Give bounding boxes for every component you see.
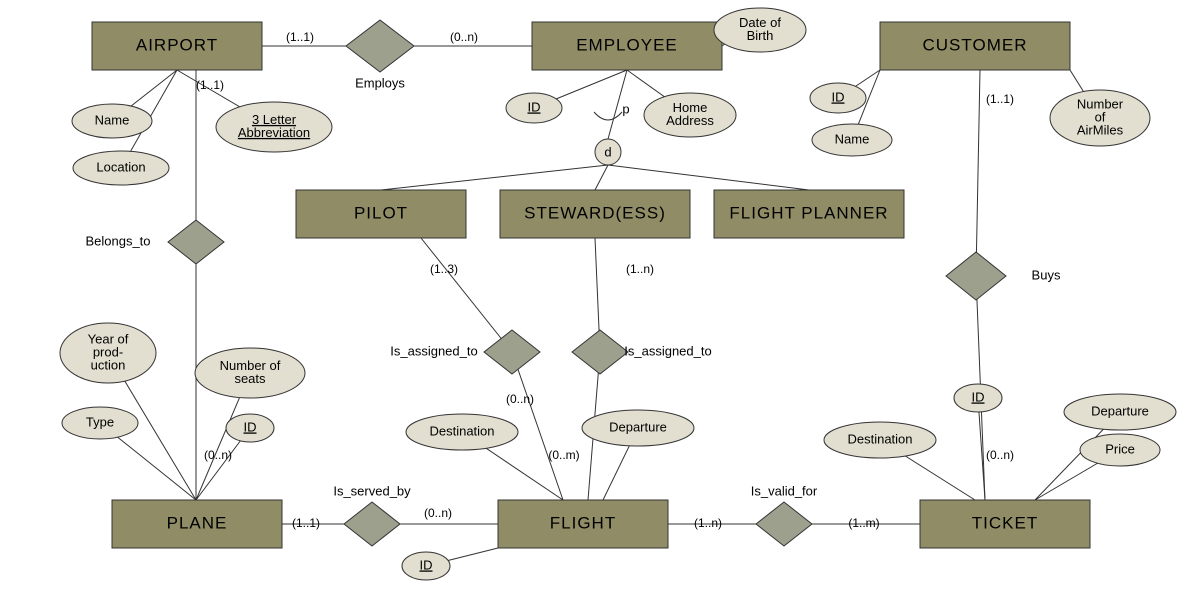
rel-is_served_by-label: Is_served_by — [333, 483, 411, 498]
attr-emp_home: HomeAddress — [644, 93, 736, 137]
attr-emp_dob: Date ofBirth — [714, 8, 806, 52]
attr-emp_id-label: ID — [528, 99, 541, 114]
rel-is_served_by: Is_served_by — [333, 483, 411, 546]
card-flight_assigned_p: (0..n) — [506, 392, 534, 406]
attr-airport_name-label: Name — [95, 112, 130, 127]
attr-flight_id: ID — [402, 552, 450, 580]
rel-belongs_to: Belongs_to — [85, 220, 224, 264]
attr-ticket_dest: Destination — [824, 422, 936, 458]
svg-text:AirMiles: AirMiles — [1077, 122, 1124, 137]
attr-airport_name: Name — [72, 104, 152, 138]
rel-is_valid_for-label: Is_valid_for — [751, 483, 818, 498]
rel-is_assigned_s-label: Is_assigned_to — [624, 343, 711, 358]
rel-employs-label: Employs — [355, 75, 405, 90]
attr-ticket_id: ID — [954, 384, 1002, 412]
card-employee_employs: (0..n) — [450, 30, 478, 44]
svg-text:seats: seats — [234, 371, 266, 386]
disjoint-p-label: p — [622, 101, 629, 116]
attr-flight_dest-label: Destination — [429, 423, 494, 438]
attr-flight_dep: Departure — [582, 410, 694, 446]
rel-employs: Employs — [346, 20, 414, 90]
attr-ticket_price-label: Price — [1105, 441, 1135, 456]
attr-airport_abbr: 3 LetterAbbreviation — [216, 102, 332, 152]
entity-flight: FLIGHT — [498, 500, 668, 548]
rel-is_assigned_p: Is_assigned_to — [390, 330, 540, 374]
card-plane_served: (1..1) — [292, 516, 320, 530]
card-customer_buys: (1..1) — [986, 92, 1014, 106]
attr-cust_name: Name — [812, 124, 892, 156]
entity-flightplanner: FLIGHT PLANNER — [714, 190, 904, 238]
entity-ticket-label: TICKET — [972, 513, 1038, 532]
er-diagram: AIRPORT EMPLOYEE CUSTOMER PILOT STEWARD(ESS)… — [0, 0, 1200, 607]
card-plane_belongs: (0..n) — [204, 448, 232, 462]
rel-buys: Buys — [946, 252, 1061, 300]
card-airport_employs: (1..1) — [286, 30, 314, 44]
attr-airport_loc: Location — [73, 151, 169, 185]
entity-customer: CUSTOMER — [880, 22, 1070, 70]
attr-emp_home-label: HomeAddress — [666, 100, 714, 128]
attr-ticket_id-label: ID — [972, 389, 985, 404]
rel-is_assigned_p-label: Is_assigned_to — [390, 343, 477, 358]
attr-plane_year-label: Year ofprod-uction — [88, 331, 129, 372]
entity-airport: AIRPORT — [92, 22, 262, 70]
attr-plane_id: ID — [226, 414, 274, 442]
entity-ticket: TICKET — [920, 500, 1090, 548]
svg-text:Abbreviation: Abbreviation — [238, 125, 310, 140]
rel-is_assigned_s: Is_assigned_to — [572, 330, 712, 374]
entity-customer-label: CUSTOMER — [923, 35, 1028, 54]
attr-plane_seats: Number ofseats — [195, 348, 305, 398]
card-ticket_buys: (0..n) — [986, 448, 1014, 462]
rel-is_valid_for: Is_valid_for — [751, 483, 818, 546]
svg-text:Birth: Birth — [747, 28, 774, 43]
entity-flight-label: FLIGHT — [550, 513, 616, 532]
attr-flight_dest: Destination — [406, 414, 518, 450]
attr-ticket_dest-label: Destination — [847, 431, 912, 446]
disjoint-d-label: d — [604, 144, 611, 159]
entity-airport-label: AIRPORT — [136, 35, 218, 54]
entity-employee-label: EMPLOYEE — [576, 35, 678, 54]
rel-belongs_to-label: Belongs_to — [85, 233, 150, 248]
entity-pilot: PILOT — [296, 190, 466, 238]
attr-ticket_price: Price — [1080, 434, 1160, 466]
attr-airport_loc-label: Location — [96, 159, 145, 174]
attr-cust_id-label: ID — [832, 89, 845, 104]
entity-plane-label: PLANE — [167, 513, 228, 532]
rel-buys-label: Buys — [1032, 267, 1061, 282]
attr-cust_name-label: Name — [835, 131, 870, 146]
attr-ticket_dep: Departure — [1064, 394, 1176, 430]
attr-cust_miles: NumberofAirMiles — [1050, 90, 1150, 146]
card-ticket_valid: (1..m) — [848, 516, 879, 530]
attr-ticket_dep-label: Departure — [1091, 403, 1149, 418]
entity-steward-label: STEWARD(ESS) — [524, 203, 666, 222]
card-airport_belongs: (1..1) — [196, 78, 224, 92]
card-pilot_assigned: (1..3) — [430, 262, 458, 276]
attr-emp_id: ID — [506, 93, 562, 123]
entity-pilot-label: PILOT — [354, 203, 408, 222]
attr-cust_id: ID — [810, 83, 866, 113]
entity-plane: PLANE — [112, 500, 282, 548]
svg-text:Address: Address — [666, 113, 714, 128]
card-steward_assigned: (1..n) — [626, 262, 654, 276]
svg-text:uction: uction — [91, 357, 126, 372]
entity-steward: STEWARD(ESS) — [500, 190, 690, 238]
attr-plane_year: Year ofprod-uction — [60, 323, 156, 383]
disjoint-indicator: dp — [595, 101, 630, 165]
card-flight_served: (0..n) — [424, 506, 452, 520]
attr-plane_type-label: Type — [86, 414, 114, 429]
card-flight_assigned_s: (0..m) — [548, 448, 579, 462]
card-flight_valid: (1..n) — [694, 516, 722, 530]
attr-flight_dep-label: Departure — [609, 419, 667, 434]
entity-flightplanner-label: FLIGHT PLANNER — [729, 203, 888, 222]
attr-plane_id-label: ID — [244, 419, 257, 434]
attr-flight_id-label: ID — [420, 557, 433, 572]
entity-employee: EMPLOYEE — [532, 22, 722, 70]
attr-plane_type: Type — [62, 407, 138, 439]
